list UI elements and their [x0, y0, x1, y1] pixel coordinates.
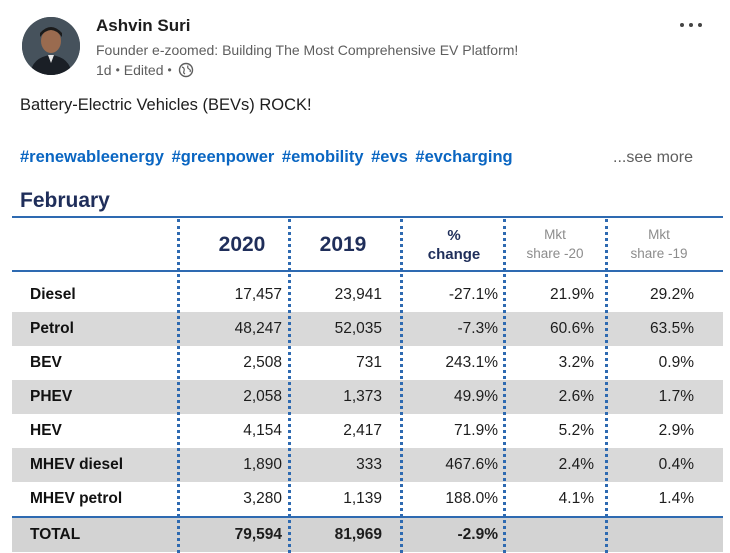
cell-2020: 17,457: [234, 286, 282, 303]
table-row: HEV 4,154 2,417 71.9% 5.2% 2.9%: [12, 414, 723, 448]
header-change: % change: [410, 223, 498, 267]
header-change-line2: change: [427, 246, 481, 263]
hashtag-link[interactable]: #greenpower: [171, 148, 275, 166]
total-label: TOTAL: [30, 526, 81, 543]
cell-change: -7.3%: [457, 320, 499, 337]
cell-2020: 48,247: [234, 320, 282, 337]
row-label: Petrol: [30, 320, 74, 337]
column-separator: [400, 219, 403, 553]
table-row: MHEV petrol 3,280 1,139 188.0% 4.1% 1.4%: [12, 482, 723, 516]
cell-2019: 52,035: [334, 320, 382, 337]
post-meta: 1d • Edited •: [96, 62, 194, 78]
cell-share19: 0.9%: [658, 354, 694, 371]
globe-icon: [178, 62, 193, 78]
total-2020: 79,594: [234, 526, 282, 543]
cell-share19: 1.4%: [658, 490, 694, 507]
cell-2019: 1,373: [343, 388, 382, 405]
ellipsis-dot: [698, 23, 702, 27]
row-label: HEV: [30, 422, 62, 439]
header-share19-line2: share -19: [630, 246, 688, 261]
cell-share20: 3.2%: [558, 354, 594, 371]
meta-separator: •: [115, 63, 120, 77]
cell-change: 49.9%: [454, 388, 498, 405]
hashtag-list: #renewableenergy #greenpower #emobility …: [20, 148, 516, 167]
table-title: February: [20, 189, 110, 212]
total-change: -2.9%: [457, 526, 499, 543]
cell-share19: 2.9%: [658, 422, 694, 439]
cell-2019: 333: [356, 456, 382, 473]
cell-share20: 60.6%: [550, 320, 594, 337]
meta-separator: •: [167, 63, 172, 77]
cell-2020: 2,508: [243, 354, 282, 371]
cell-share20: 4.1%: [558, 490, 594, 507]
row-label: Diesel: [30, 286, 76, 303]
table-row: Diesel 17,457 23,941 -27.1% 21.9% 29.2%: [12, 278, 723, 312]
cell-change: -27.1%: [448, 286, 498, 303]
column-separator: [288, 219, 291, 553]
cell-2019: 23,941: [334, 286, 382, 303]
table-row: Petrol 48,247 52,035 -7.3% 60.6% 63.5%: [12, 312, 723, 346]
hashtag-link[interactable]: #evcharging: [415, 148, 513, 166]
cell-2019: 1,139: [343, 490, 382, 507]
cell-2020: 2,058: [243, 388, 282, 405]
header-divider: [12, 270, 723, 272]
header-2019: 2019: [297, 223, 389, 267]
cell-2019: 2,417: [343, 422, 382, 439]
cell-change: 467.6%: [445, 456, 498, 473]
author-avatar[interactable]: [22, 17, 80, 75]
see-more-link[interactable]: ...see more: [613, 149, 694, 166]
post-time: 1d: [96, 62, 112, 78]
edited-label: Edited: [123, 62, 164, 78]
header-share19-line1: Mkt: [648, 227, 670, 243]
column-separator: [503, 219, 506, 553]
table-total-row: TOTAL 79,594 81,969 -2.9%: [12, 518, 723, 552]
ellipsis-dot: [689, 23, 693, 27]
row-label: BEV: [30, 354, 62, 371]
header-2019-label: 2019: [319, 233, 367, 256]
table-row: PHEV 2,058 1,373 49.9% 2.6% 1.7%: [12, 380, 723, 414]
hashtag-link[interactable]: #renewableenergy: [20, 148, 164, 166]
more-options-button[interactable]: [680, 18, 708, 32]
cell-share19: 1.7%: [658, 388, 694, 405]
avatar-photo: [22, 17, 80, 75]
ellipsis-icon: [680, 23, 684, 27]
cell-2020: 3,280: [243, 490, 282, 507]
author-name[interactable]: Ashvin Suri: [96, 16, 191, 35]
cell-share20: 21.9%: [550, 286, 594, 303]
hashtag-link[interactable]: #evs: [371, 148, 408, 166]
table-row: MHEV diesel 1,890 333 467.6% 2.4% 0.4%: [12, 448, 723, 482]
title-divider: [12, 216, 723, 218]
cell-share20: 2.6%: [558, 388, 594, 405]
header-share20-line1: Mkt: [544, 227, 566, 243]
header-share20-line2: share -20: [526, 246, 584, 261]
row-label: MHEV diesel: [30, 456, 124, 473]
total-divider: [12, 516, 723, 518]
table-row: BEV 2,508 731 243.1% 3.2% 0.9%: [12, 346, 723, 380]
column-separator: [177, 219, 180, 553]
column-separator: [605, 219, 608, 553]
cell-2019: 731: [356, 354, 382, 371]
cell-change: 243.1%: [445, 354, 498, 371]
cell-share19: 29.2%: [650, 286, 694, 303]
row-label: PHEV: [30, 388, 73, 405]
cell-change: 188.0%: [445, 490, 498, 507]
row-label: MHEV petrol: [30, 490, 123, 507]
total-2019: 81,969: [334, 526, 382, 543]
cell-change: 71.9%: [454, 422, 498, 439]
post-image-table[interactable]: February 2020 2019 % change Mkt share -2…: [0, 183, 730, 553]
cell-2020: 1,890: [243, 456, 282, 473]
cell-share20: 5.2%: [558, 422, 594, 439]
header-2020-label: 2020: [218, 233, 266, 256]
cell-share19: 63.5%: [650, 320, 694, 337]
author-headline: Founder e-zoomed: Building The Most Comp…: [96, 42, 519, 58]
cell-2020: 4,154: [243, 422, 282, 439]
header-2020: 2020: [196, 223, 288, 267]
post-text: Battery-Electric Vehicles (BEVs) ROCK!: [20, 96, 312, 114]
hashtag-link[interactable]: #emobility: [281, 148, 364, 166]
cell-share20: 2.4%: [558, 456, 594, 473]
header-change-line1: %: [447, 226, 461, 244]
header-share-20: Mkt share -20: [508, 223, 602, 267]
header-share-19: Mkt share -19: [612, 223, 706, 267]
cell-share19: 0.4%: [658, 456, 694, 473]
